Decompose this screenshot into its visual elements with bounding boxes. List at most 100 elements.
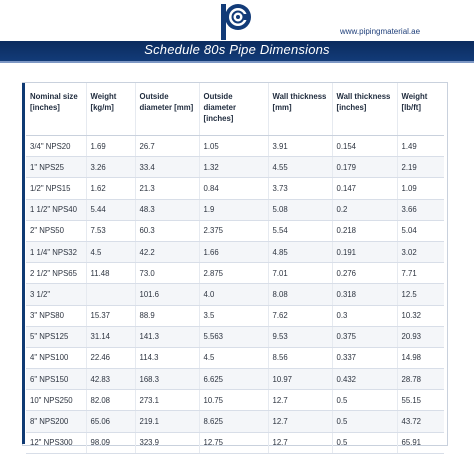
table-row: 1 1/4" NPS32 4.5 42.2 1.66 4.85 0.191 3.02 [26, 241, 444, 264]
table-cell: 219.1 [135, 410, 200, 433]
table-cell: 3.02 [397, 241, 444, 264]
table-cell: 3.66 [397, 199, 444, 221]
table-cell: 15.37 [86, 305, 136, 327]
table-cell: 5" NPS125 [26, 326, 87, 348]
table-cell: 0.318 [332, 283, 398, 306]
table-cell: 0.191 [332, 241, 398, 264]
website-url[interactable]: www.pipingmaterial.ae [340, 27, 421, 36]
table-cell: 7.01 [268, 262, 333, 285]
table-body: 3/4" NPS20 1.69 26.7 1.05 3.91 0.154 1.49 1" NP… [26, 135, 444, 454]
table-row: 3/4" NPS20 1.69 26.7 1.05 3.91 0.154 1.49 [26, 135, 444, 158]
table-cell: 0.3 [332, 305, 398, 327]
table-cell: 323.9 [135, 432, 200, 454]
table-cell: 5.54 [268, 220, 333, 242]
table-cell: 42.2 [135, 241, 200, 264]
table-cell: 8.08 [268, 283, 333, 306]
table-cell: 1.9 [199, 199, 269, 221]
table-cell: 273.1 [135, 389, 200, 412]
table-cell: 12.75 [199, 432, 269, 454]
table-row: 3 1/2" 101.6 4.0 8.08 0.318 12.5 [26, 283, 444, 306]
table-cell: 65.06 [86, 410, 136, 433]
pipe-dimensions-table: Nominal size [inches] Weight [kg/m] Outs… [26, 83, 444, 454]
table-cell: 65.91 [397, 432, 444, 454]
column-header: Wall thickness [mm] [268, 83, 333, 136]
column-header: Nominal size [inches] [26, 83, 87, 136]
table-cell: 2.875 [199, 262, 269, 285]
table-cell: 4.5 [199, 347, 269, 370]
table-cell: 12.7 [268, 389, 333, 412]
table-cell: 4.5 [86, 241, 136, 264]
table-cell: 2 1/2" NPS65 [26, 262, 87, 285]
table-cell: 12.5 [397, 283, 444, 306]
table-cell [86, 283, 136, 306]
table-row: 2" NPS50 7.53 60.3 2.375 5.54 0.218 5.04 [26, 220, 444, 242]
table-cell: 3 1/2" [26, 283, 87, 306]
table-row: 1/2" NPS15 1.62 21.3 0.84 3.73 0.147 1.09 [26, 177, 444, 200]
table-row: 10" NPS250 82.08 273.1 10.75 12.7 0.5 55.15 [26, 389, 444, 412]
table-cell: 3.91 [268, 135, 333, 158]
table-cell: 1.32 [199, 156, 269, 179]
table-cell: 7.62 [268, 305, 333, 327]
table-row: 8" NPS200 65.06 219.1 8.625 12.7 0.5 43.72 [26, 410, 444, 433]
table-cell: 4" NPS100 [26, 347, 87, 370]
table-cell: 1.66 [199, 241, 269, 264]
table-cell: 4.55 [268, 156, 333, 179]
table-cell: 10.32 [397, 305, 444, 327]
table-cell: 8.625 [199, 410, 269, 433]
table-cell: 5.44 [86, 199, 136, 221]
table-cell: 9.53 [268, 326, 333, 348]
table-cell: 0.276 [332, 262, 398, 285]
table-cell: 0.2 [332, 199, 398, 221]
table-cell: 114.3 [135, 347, 200, 370]
table-cell: 1 1/2" NPS40 [26, 199, 87, 221]
table-cell: 4.85 [268, 241, 333, 264]
table-cell: 12.7 [268, 432, 333, 454]
table-row: 12" NPS300 98.09 323.9 12.75 12.7 0.5 65.91 [26, 432, 444, 454]
table-cell: 5.08 [268, 199, 333, 221]
column-header: Outside diameter [mm] [135, 83, 200, 136]
table-cell: 7.71 [397, 262, 444, 285]
table-cell: 0.337 [332, 347, 398, 370]
table-cell: 1.49 [397, 135, 444, 158]
table-cell: 0.5 [332, 410, 398, 433]
table-cell: 12" NPS300 [26, 432, 87, 454]
table-cell: 88.9 [135, 305, 200, 327]
table-cell: 6.625 [199, 368, 269, 391]
table-cell: 55.15 [397, 389, 444, 412]
table-cell: 60.3 [135, 220, 200, 242]
table-cell: 2.19 [397, 156, 444, 179]
column-header: Weight [kg/m] [86, 83, 136, 136]
table-cell: 0.179 [332, 156, 398, 179]
column-header: Weight [lb/ft] [397, 83, 444, 136]
table-cell: 2" NPS50 [26, 220, 87, 242]
table-cell: 1.05 [199, 135, 269, 158]
table-cell: 1" NPS25 [26, 156, 87, 179]
table-cell: 10.97 [268, 368, 333, 391]
table-header-row: Nominal size [inches] Weight [kg/m] Outs… [26, 83, 444, 136]
table-accent-bar [22, 83, 25, 444]
table-cell: 42.83 [86, 368, 136, 391]
table-cell: 1/2" NPS15 [26, 177, 87, 200]
table-row: 4" NPS100 22.46 114.3 4.5 8.56 0.337 14.98 [26, 347, 444, 370]
table-cell: 1.62 [86, 177, 136, 200]
table-cell: 1.69 [86, 135, 136, 158]
table-cell: 98.09 [86, 432, 136, 454]
table-cell: 5.563 [199, 326, 269, 348]
table-cell: 26.7 [135, 135, 200, 158]
table-cell: 8.56 [268, 347, 333, 370]
table-row: 3" NPS80 15.37 88.9 3.5 7.62 0.3 10.32 [26, 305, 444, 327]
column-header: Outside diameter [inches] [199, 83, 269, 136]
table-row: 5" NPS125 31.14 141.3 5.563 9.53 0.375 20.93 [26, 326, 444, 348]
table-cell: 3.26 [86, 156, 136, 179]
table-cell: 20.93 [397, 326, 444, 348]
table-cell: 73.0 [135, 262, 200, 285]
table-cell: 3.5 [199, 305, 269, 327]
table-cell: 0.84 [199, 177, 269, 200]
table-cell: 1 1/4" NPS32 [26, 241, 87, 264]
table-cell: 3.73 [268, 177, 333, 200]
table-row: 1" NPS25 3.26 33.4 1.32 4.55 0.179 2.19 [26, 156, 444, 179]
page-title: Schedule 80s Pipe Dimensions [144, 42, 330, 57]
table-cell: 4.0 [199, 283, 269, 306]
table-cell: 10" NPS250 [26, 389, 87, 412]
table-cell: 141.3 [135, 326, 200, 348]
